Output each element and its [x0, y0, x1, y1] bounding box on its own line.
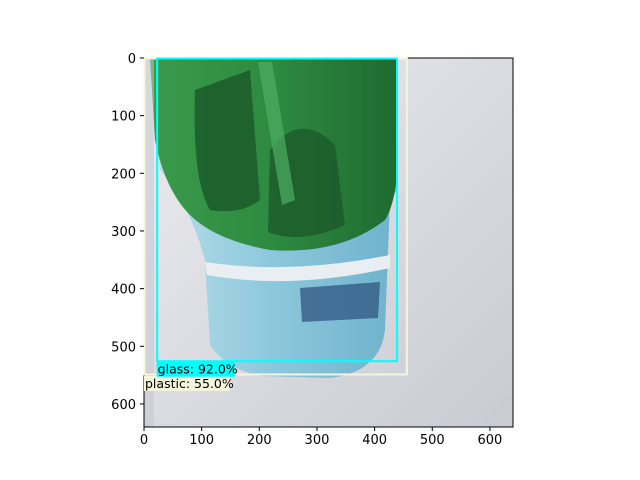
y-tick-label: 200 — [111, 167, 136, 182]
label-brand-mark — [300, 282, 380, 322]
plastic-label-background — [144, 375, 230, 391]
glass-label-background — [156, 361, 235, 377]
x-axis: 0 100 200 300 400 500 600 — [140, 427, 502, 448]
x-tick-label: 0 — [140, 433, 148, 448]
x-tick-label: 500 — [420, 433, 445, 448]
y-tick-label: 0 — [128, 52, 136, 67]
y-tick-label: 500 — [111, 340, 136, 355]
photo-left-edge — [144, 58, 154, 427]
y-tick-label: 300 — [111, 225, 136, 240]
y-axis: 0 100 200 300 400 500 600 — [111, 52, 144, 413]
x-tick-label: 600 — [478, 433, 503, 448]
glass-label: glass: 92.0% — [158, 362, 238, 377]
detection-overlays: plastic: 55.0%glass: 92.0% — [143, 57, 408, 391]
plastic-label: plastic: 55.0% — [145, 376, 234, 391]
x-tick-label: 200 — [247, 433, 272, 448]
glass-bounding-box — [156, 57, 399, 363]
x-tick-label: 400 — [362, 433, 387, 448]
label-band — [205, 255, 390, 282]
y-tick-label: 600 — [111, 398, 136, 413]
glass-highlight — [258, 62, 295, 205]
y-tick-label: 100 — [111, 110, 136, 125]
glass-dark-reflection — [194, 70, 260, 212]
y-tick-label: 400 — [111, 283, 136, 298]
bottle-photo — [144, 58, 513, 427]
x-tick-label: 100 — [189, 433, 214, 448]
x-tick-label: 300 — [305, 433, 330, 448]
